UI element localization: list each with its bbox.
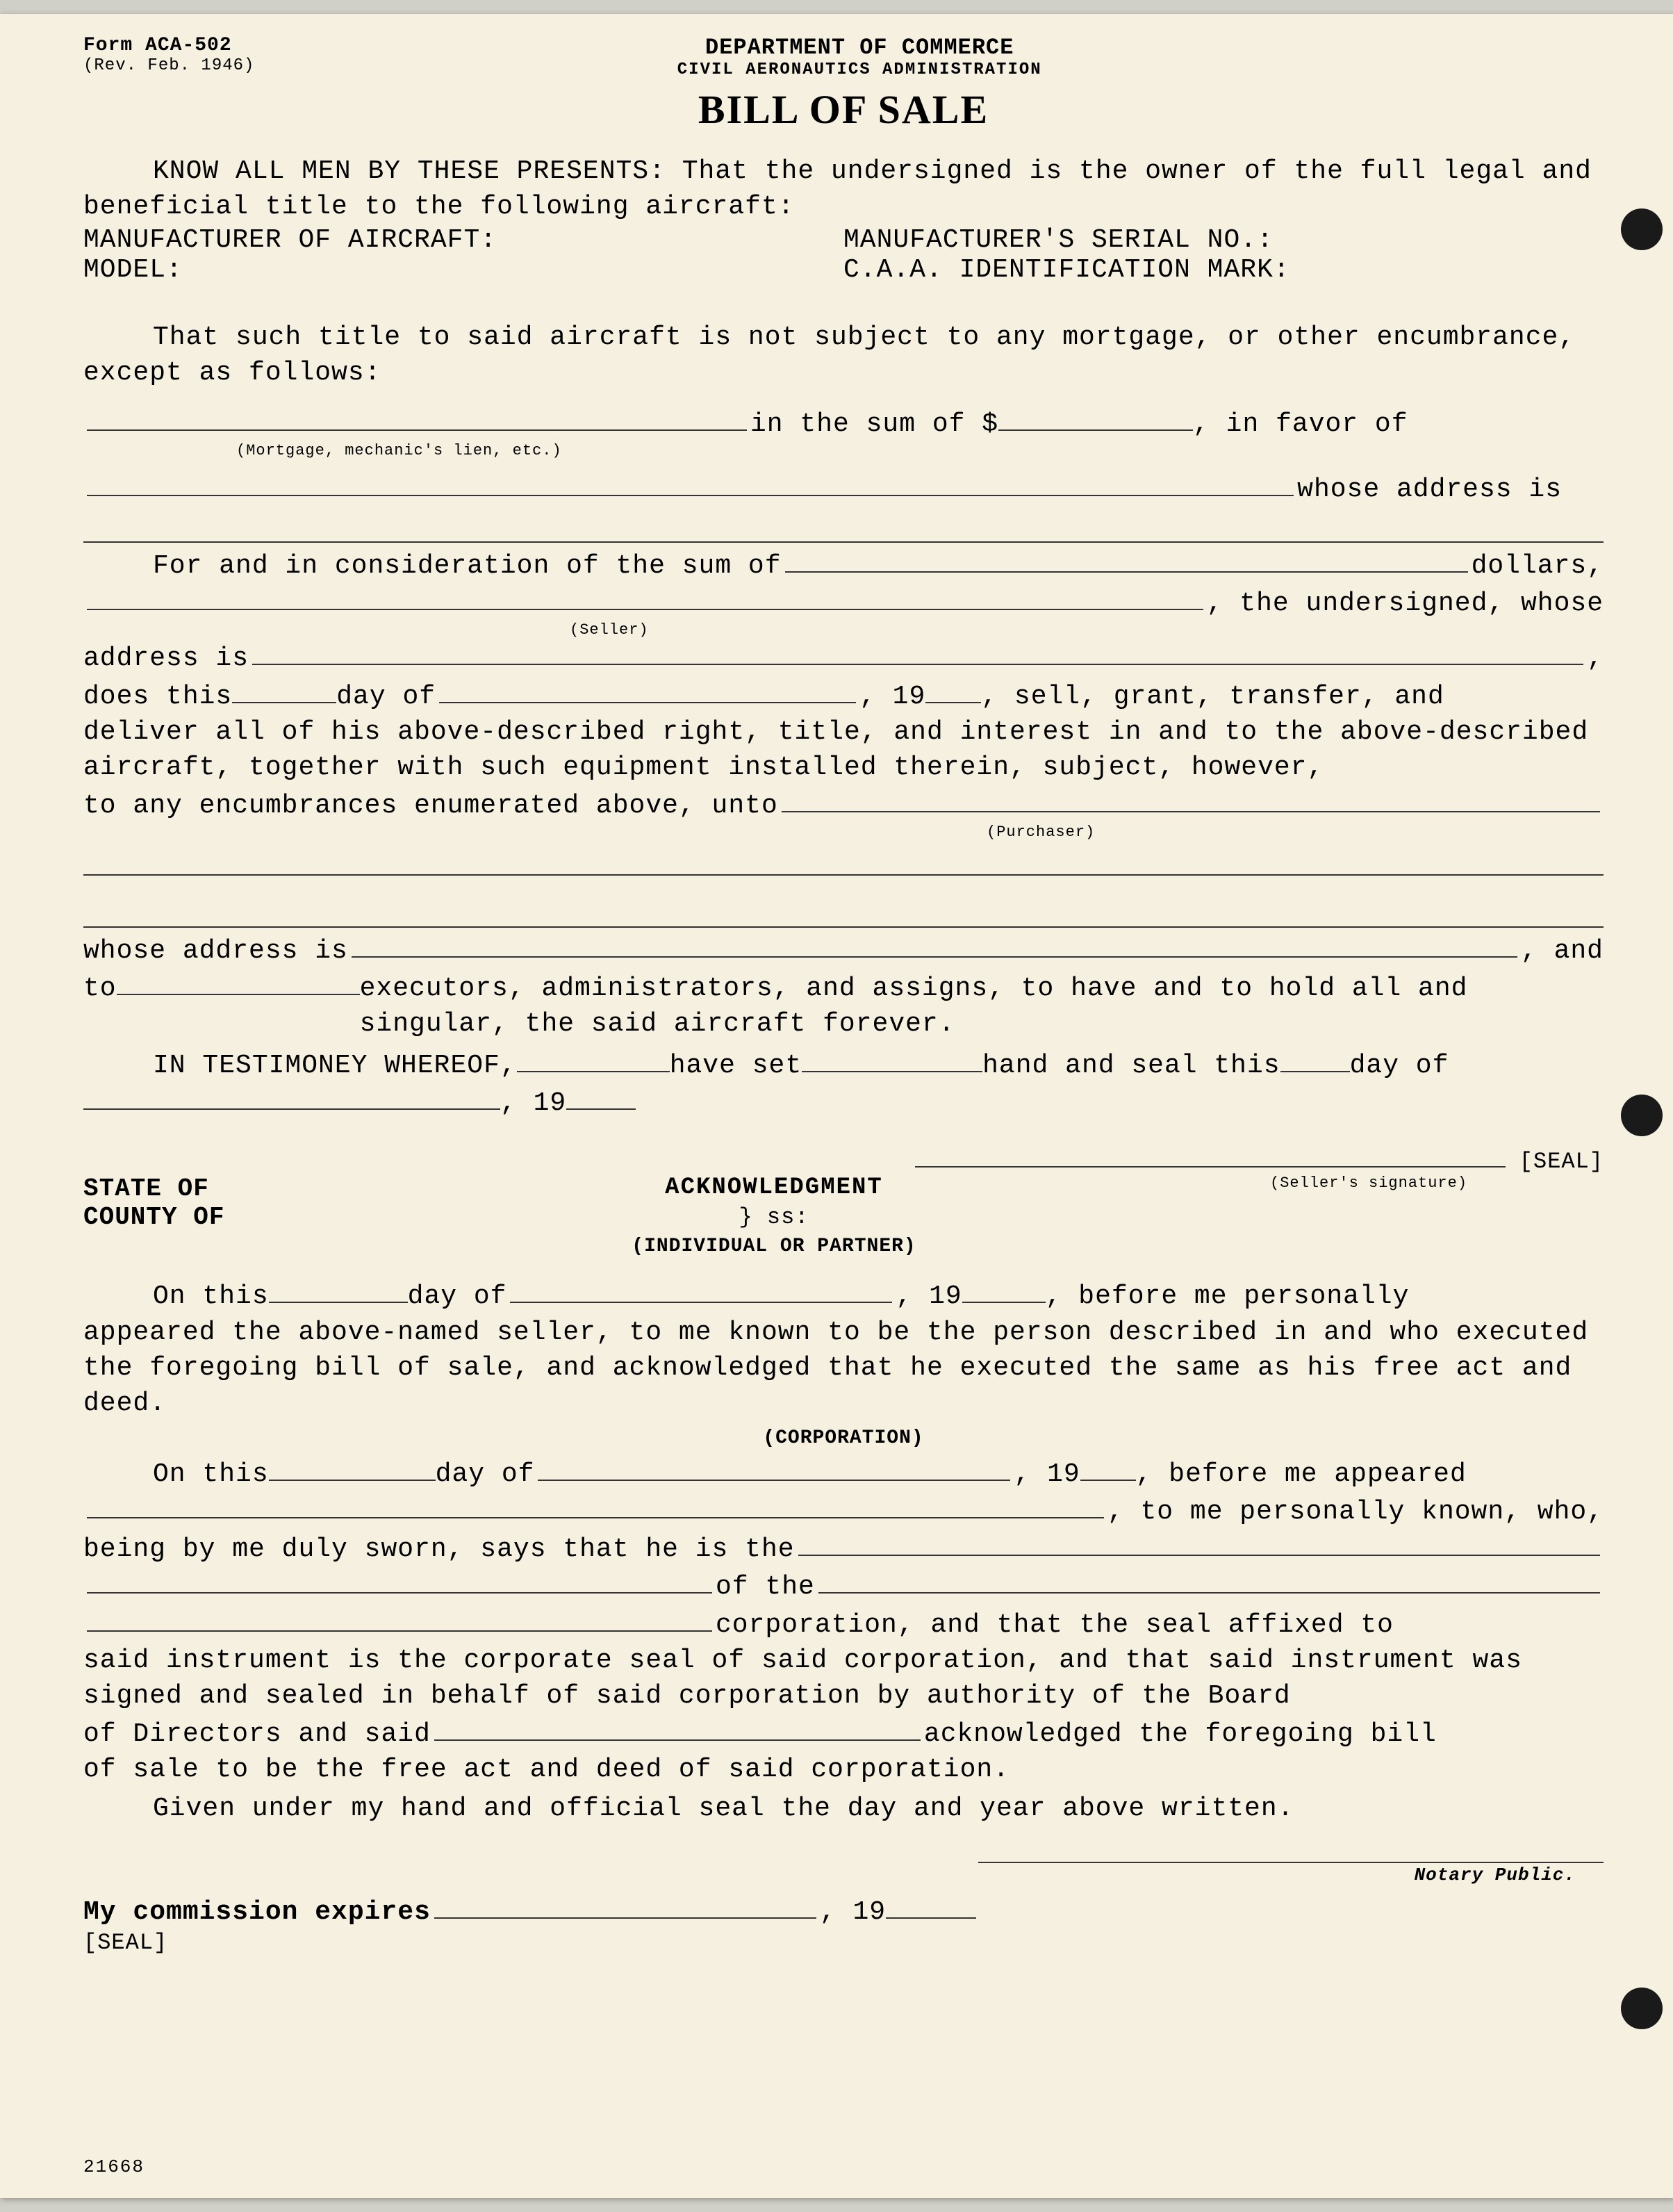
notary-seal: [SEAL] <box>83 1930 1604 1956</box>
and-text: , and <box>1521 933 1604 969</box>
consideration-text: For and in consideration of the sum of <box>153 548 782 584</box>
notary-signature-row: Notary Public. <box>83 1862 1604 1885</box>
blank-line <box>83 848 1604 876</box>
corporation-heading: (CORPORATION) <box>83 1427 1604 1449</box>
undersigned-text: , the undersigned, whose <box>1207 586 1604 621</box>
punch-hole <box>1621 1988 1663 2029</box>
personally-known: , to me personally known, who, <box>1107 1494 1604 1530</box>
free-act-text: of sale to be the free act and deed of s… <box>83 1752 1604 1787</box>
corporation-line: corporation, and that the seal affixed t… <box>83 1605 1604 1643</box>
model-label: MODEL: <box>83 255 843 285</box>
executors-text: executors, administrators, and assigns, … <box>360 971 1604 1042</box>
punch-hole <box>1621 1095 1663 1136</box>
footer-number: 21668 <box>83 2156 145 2177</box>
day-of-corp: day of <box>436 1457 535 1492</box>
notary-label: Notary Public. <box>978 1862 1604 1885</box>
directors-text: of Directors and said <box>83 1717 431 1752</box>
acknowledgment-heading: ACKNOWLEDGMENT <box>361 1174 1187 1201</box>
form-header: Form ACA-502 (Rev. Feb. 1946) DEPARTMENT… <box>83 35 1604 79</box>
favor-text: , in favor of <box>1193 407 1408 442</box>
unto-line: to any encumbrances enumerated above, un… <box>83 786 1604 824</box>
favor-address-line: whose address is <box>83 470 1604 507</box>
aircraft-fields: MANUFACTURER OF AIRCRAFT: MANUFACTURER'S… <box>83 225 1604 255</box>
serial-label: MANUFACTURER'S SERIAL NO.: <box>843 225 1604 255</box>
day-of-3: day of <box>408 1279 507 1314</box>
corp-on-this: On this day of , 19 , before me appeared <box>83 1455 1604 1492</box>
testimony-line: IN TESTIMONEY WHEREOF, have set hand and… <box>83 1046 1604 1083</box>
blank-line <box>83 515 1604 543</box>
document-page: Form ACA-502 (Rev. Feb. 1946) DEPARTMENT… <box>0 14 1673 2198</box>
have-set: have set <box>670 1048 802 1083</box>
department-name: DEPARTMENT OF COMMERCE <box>115 35 1604 60</box>
commission-text: My commission expires <box>83 1894 431 1930</box>
mortgage-line: in the sum of $ , in favor of <box>83 404 1604 442</box>
aircraft-fields-2: MODEL: C.A.A. IDENTIFICATION MARK: <box>83 255 1604 285</box>
seller-line: , the undersigned, whose <box>83 584 1604 621</box>
seal-label: [SEAL] <box>1519 1149 1604 1174</box>
intro-text: KNOW ALL MEN BY THESE PRESENTS: That the… <box>83 154 1604 225</box>
blank-line <box>83 900 1604 928</box>
seller-sig-caption: (Seller's signature) <box>1270 1174 1604 1192</box>
caa-label: C.A.A. IDENTIFICATION MARK: <box>843 255 1604 285</box>
duly-sworn: being by me duly sworn, says that he is … <box>83 1532 795 1567</box>
personally-known-line: , to me personally known, who, <box>83 1492 1604 1530</box>
individual-heading: (INDIVIDUAL OR PARTNER) <box>361 1236 1187 1257</box>
on-this-corp: On this <box>153 1457 269 1492</box>
commission-line: My commission expires , 19 <box>83 1892 1604 1930</box>
on-this: On this <box>153 1279 269 1314</box>
manufacturer-label: MANUFACTURER OF AIRCRAFT: <box>83 225 843 255</box>
department-header: DEPARTMENT OF COMMERCE CIVIL AERONAUTICS… <box>115 35 1604 79</box>
day-of-2: day of <box>1350 1048 1449 1083</box>
sum-text: in the sum of $ <box>750 407 998 442</box>
consideration-line: For and in consideration of the sum of d… <box>83 546 1604 584</box>
sell-grant-text: , sell, grant, transfer, and <box>981 679 1444 714</box>
dollars: dollars, <box>1472 548 1604 584</box>
ss-text: } ss: <box>361 1204 1187 1230</box>
county-of: COUNTY OF <box>83 1203 361 1231</box>
day-of: day of <box>336 679 436 714</box>
purchaser-caption: (Purchaser) <box>987 824 1604 841</box>
testimony-year-line: , 19 <box>83 1083 1604 1121</box>
before-me-corp: , before me appeared <box>1136 1457 1467 1492</box>
year-prefix-3: , 19 <box>896 1279 962 1314</box>
seller-signature-line <box>915 1166 1506 1168</box>
whose-address: whose address is <box>83 933 348 969</box>
seller-caption: (Seller) <box>570 621 1604 639</box>
of-the-line: of the <box>83 1567 1604 1605</box>
year-prefix-corp: , 19 <box>1014 1457 1080 1492</box>
address-line: address is , <box>83 639 1604 676</box>
unto-text: to any encumbrances enumerated above, un… <box>83 788 778 824</box>
hand-seal: hand and seal this <box>982 1048 1280 1083</box>
seller-signature-row: [SEAL] <box>83 1149 1604 1174</box>
punch-hole <box>1621 208 1663 250</box>
mortgage-caption: (Mortgage, mechanic's lien, etc.) <box>236 442 1604 459</box>
address-is: address is <box>83 641 249 676</box>
to-executors-line: to executors, administrators, and assign… <box>83 969 1604 1042</box>
of-the: of the <box>716 1569 815 1605</box>
corp-text-start: corporation, and that the seal affixed t… <box>716 1607 1394 1643</box>
whose-address: whose address is <box>1297 472 1562 507</box>
year-prefix-notary: , 19 <box>820 1894 886 1930</box>
encumbrance-text: That such title to said aircraft is not … <box>83 320 1604 391</box>
whose-address-line: whose address is , and <box>83 931 1604 969</box>
year-prefix: , 19 <box>859 679 925 714</box>
acknowledged-text: acknowledged the foregoing bill <box>924 1717 1437 1752</box>
individual-on-this: On this day of , 19 , before me personal… <box>83 1277 1604 1314</box>
opening-phrase: KNOW ALL MEN BY THESE PRESENTS: <box>153 156 666 186</box>
given-under: Given under my hand and official seal th… <box>83 1791 1604 1826</box>
individual-body: appeared the above-named seller, to me k… <box>83 1315 1604 1422</box>
agency-name: CIVIL AERONAUTICS ADMINISTRATION <box>115 60 1604 79</box>
testimony-text: IN TESTIMONEY WHEREOF, <box>153 1048 517 1083</box>
duly-sworn-line: being by me duly sworn, says that he is … <box>83 1530 1604 1567</box>
corp-body: said instrument is the corporate seal of… <box>83 1643 1604 1714</box>
does-this-line: does this day of , 19 , sell, grant, tra… <box>83 677 1604 714</box>
state-of: STATE OF <box>83 1174 361 1203</box>
year-prefix-2: , 19 <box>500 1085 566 1121</box>
to-text: to <box>83 971 117 1006</box>
before-me-text: , before me personally <box>1046 1279 1410 1314</box>
does-this: does this <box>83 679 232 714</box>
document-title: BILL OF SALE <box>83 86 1604 133</box>
directors-line: of Directors and said acknowledged the f… <box>83 1714 1604 1752</box>
deliver-text: deliver all of his above-described right… <box>83 714 1604 786</box>
